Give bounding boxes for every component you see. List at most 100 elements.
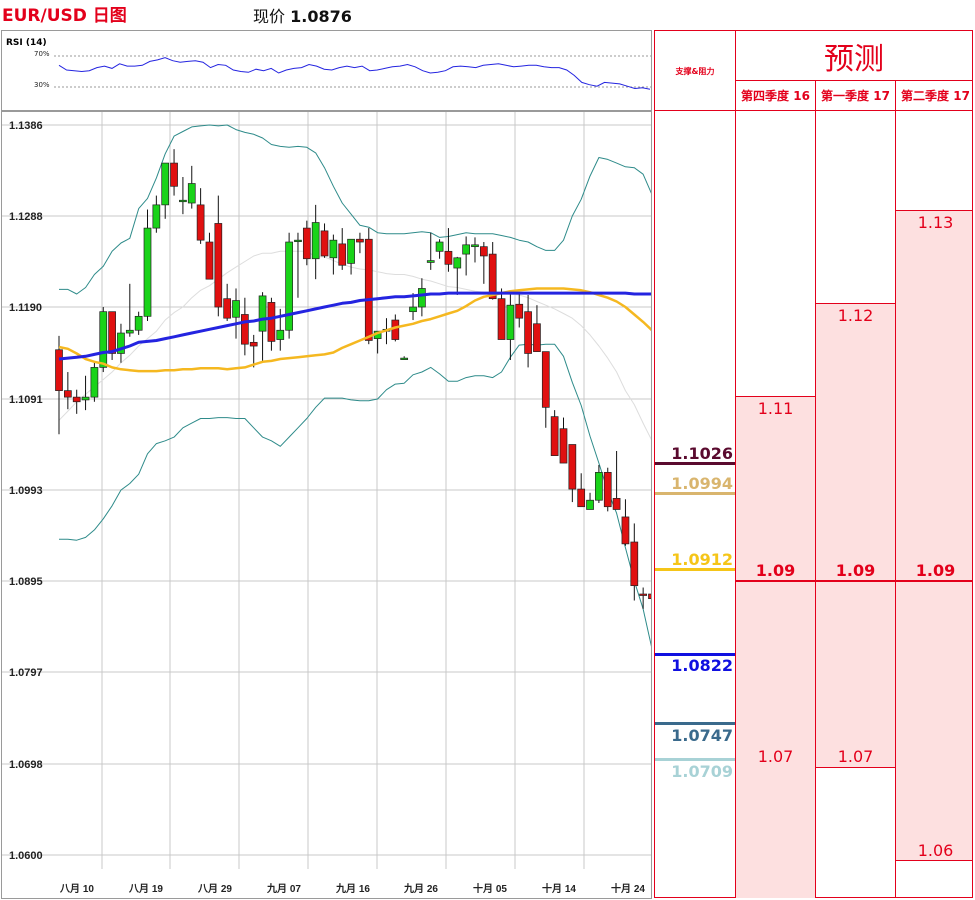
candle-body xyxy=(152,204,161,229)
candle-body xyxy=(533,323,541,352)
candle-body xyxy=(161,162,170,206)
rsi-title: RSI (14) xyxy=(6,38,47,48)
candle-body xyxy=(232,300,240,318)
forecast-mid-q2: 1.09 xyxy=(915,561,956,580)
candle-body xyxy=(524,311,532,354)
sr-line-4 xyxy=(655,653,735,656)
y-tick-label: 1.0895 xyxy=(9,576,43,588)
candle-body xyxy=(205,241,214,280)
candle-body xyxy=(409,306,417,313)
current-price: 现价 1.0876 xyxy=(253,3,352,27)
rsi-level-30: 30% xyxy=(34,81,50,89)
candle-body xyxy=(471,244,479,248)
support-resistance-heading: 支撑&阻力 xyxy=(675,67,715,76)
forecast-band-q2 xyxy=(896,211,972,861)
candle-body xyxy=(223,298,232,319)
candle-body xyxy=(170,162,178,187)
candle-body xyxy=(391,319,400,340)
candle-body xyxy=(648,593,651,600)
candle-body xyxy=(302,227,311,260)
candle-body xyxy=(577,488,586,508)
x-tick-label: 九月 07 xyxy=(266,882,301,895)
forecast-divider xyxy=(735,30,736,898)
sr-label-2: 1.0994 xyxy=(671,474,733,493)
y-tick-label: 1.1091 xyxy=(9,394,43,406)
sr-label-4: 1.0822 xyxy=(671,656,733,675)
candle-body xyxy=(81,396,90,401)
candle-body xyxy=(418,288,426,308)
candle-body xyxy=(143,227,152,317)
candle-body xyxy=(364,238,373,341)
sr-line-1 xyxy=(655,462,735,465)
forecast-high-q2: 1.13 xyxy=(917,213,954,232)
candle-body xyxy=(196,204,205,241)
y-tick-label: 1.1190 xyxy=(9,302,42,314)
candle-body xyxy=(479,246,488,257)
x-tick-label: 八月 19 xyxy=(128,883,163,895)
candle-body xyxy=(108,311,116,354)
sr-label-3: 1.0912 xyxy=(671,550,733,569)
forecast-divider xyxy=(895,81,896,898)
quarter-header: 第一季度 17 xyxy=(821,89,890,103)
x-tick-label: 九月 16 xyxy=(335,882,370,895)
rsi-line xyxy=(58,57,651,90)
rsi-plot xyxy=(54,55,651,90)
candle-body xyxy=(453,257,462,269)
candle-body xyxy=(117,332,125,354)
forecast-title: 预测 xyxy=(824,42,884,77)
sr-line-6 xyxy=(655,758,735,761)
candle-body xyxy=(639,593,647,596)
candle-body xyxy=(550,416,559,456)
y-tick-label: 1.1386 xyxy=(9,120,43,132)
bollinger-lower-line xyxy=(59,343,651,647)
candle-body xyxy=(90,367,99,398)
candle-body xyxy=(488,253,497,300)
candle-body xyxy=(311,222,320,260)
candle-body xyxy=(241,314,249,345)
sr-line-3 xyxy=(655,568,735,571)
candle-body xyxy=(276,329,285,340)
x-tick-label: 九月 26 xyxy=(403,882,438,895)
ma-blue-line xyxy=(58,291,651,361)
candle-body xyxy=(612,498,621,510)
x-tick-label: 十月 24 xyxy=(611,882,645,895)
candle-body xyxy=(435,241,444,252)
candle-body xyxy=(497,298,506,340)
forecast-low-q4: 1.07 xyxy=(757,747,794,766)
forecast-mid-q4: 1.09 xyxy=(755,561,796,580)
candle-body xyxy=(586,499,594,510)
candle-body xyxy=(347,238,355,264)
forecast-high-line-q4 xyxy=(736,396,815,397)
ma-yellow-line xyxy=(58,287,651,373)
candle-body xyxy=(267,302,276,342)
candle-body xyxy=(541,351,550,408)
bollinger-upper-line xyxy=(59,124,651,295)
x-tick-label: 八月 10 xyxy=(59,883,94,895)
forecast-divider xyxy=(736,80,973,81)
forecast-high-q1: 1.12 xyxy=(837,306,874,325)
y-tick-label: 1.1288 xyxy=(9,211,43,223)
quarter-header: 第四季度 16 xyxy=(741,89,810,103)
quarter-header: 第二季度 17 xyxy=(901,89,970,103)
forecast-mid-q1: 1.09 xyxy=(835,561,876,580)
rsi-panel: RSI (14) 70% 30% xyxy=(1,30,652,111)
forecast-high-line-q2 xyxy=(896,210,973,211)
price-chart: 八月 10 八月 19 八月 29 九月 07 九月 16 九月 26 十月 05 十月 14… xyxy=(2,112,651,895)
y-tick-label: 1.0600 xyxy=(9,850,43,862)
candle-body xyxy=(559,428,568,464)
candle-body xyxy=(506,304,515,340)
candle-body xyxy=(179,199,187,203)
candle-body xyxy=(64,390,72,398)
forecast-mid-line xyxy=(736,580,973,582)
candle-body xyxy=(400,357,409,360)
candle-body xyxy=(55,349,63,391)
forecast-high-q4: 1.11 xyxy=(757,399,794,418)
candle-body xyxy=(630,541,639,587)
forecast-low-q1: 1.07 xyxy=(837,747,874,766)
y-tick-label: 1.0993 xyxy=(9,485,43,497)
candle-body xyxy=(444,250,453,265)
sr-label-5: 1.0747 xyxy=(671,726,733,745)
candle-body xyxy=(426,260,435,263)
forecast-low-q2: 1.06 xyxy=(917,841,954,860)
forecast-high-line-q1 xyxy=(816,303,895,304)
